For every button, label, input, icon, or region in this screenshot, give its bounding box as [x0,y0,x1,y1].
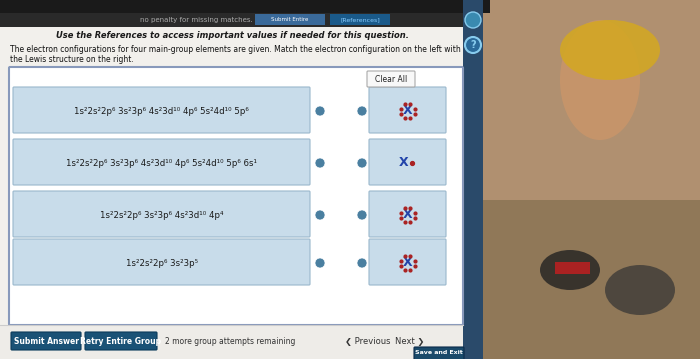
Text: 1s²2s²2p⁶ 3s²3p⁶ 4s²3d¹⁰ 4p⁶ 5s²4d¹⁰ 5p⁶ 6s¹: 1s²2s²2p⁶ 3s²3p⁶ 4s²3d¹⁰ 4p⁶ 5s²4d¹⁰ 5p⁶… [66,159,257,168]
Text: no penalty for missing matches.: no penalty for missing matches. [140,17,253,23]
Circle shape [315,258,325,268]
FancyBboxPatch shape [369,87,446,133]
Bar [0,13,463,27]
Circle shape [315,158,325,168]
FancyBboxPatch shape [11,332,81,350]
FancyBboxPatch shape [13,139,310,185]
Text: Use the References to access important values if needed for this question.: Use the References to access important v… [55,32,408,41]
Text: ?: ? [470,40,476,50]
Ellipse shape [560,20,660,80]
FancyBboxPatch shape [369,239,446,285]
Bar [463,0,483,359]
Text: X: X [399,157,408,169]
Circle shape [357,106,367,116]
Text: X: X [402,256,412,270]
Text: 1s²2s²2p⁶ 3s²3p⁵: 1s²2s²2p⁶ 3s²3p⁵ [125,258,197,267]
FancyBboxPatch shape [85,332,157,350]
Text: 1s²2s²2p⁶ 3s²3p⁶ 4s²3d¹⁰ 4p⁴: 1s²2s²2p⁶ 3s²3p⁶ 4s²3d¹⁰ 4p⁴ [99,210,223,219]
FancyBboxPatch shape [367,71,415,87]
Text: The electron configurations for four main-group elements are given. Match the el: The electron configurations for four mai… [10,46,461,55]
Circle shape [465,37,481,53]
Ellipse shape [560,20,640,140]
Circle shape [357,210,367,220]
Text: X: X [402,209,412,222]
Ellipse shape [540,250,600,290]
Bar [255,14,325,25]
Text: Clear All: Clear All [375,75,407,84]
FancyBboxPatch shape [13,239,310,285]
FancyBboxPatch shape [9,67,463,325]
Text: 2 more group attempts remaining: 2 more group attempts remaining [165,336,295,345]
Circle shape [465,12,481,28]
Text: [References]: [References] [340,17,380,22]
Bar [480,0,700,359]
FancyBboxPatch shape [414,347,464,359]
Circle shape [315,106,325,116]
Circle shape [357,158,367,168]
Bar [0,0,490,13]
FancyBboxPatch shape [13,87,310,133]
Text: Next ❯: Next ❯ [395,336,424,345]
FancyBboxPatch shape [369,139,446,185]
Text: Submit Entire: Submit Entire [272,17,309,22]
Circle shape [357,258,367,268]
Bar [480,200,700,359]
FancyBboxPatch shape [369,191,446,237]
Text: Retry Entire Group: Retry Entire Group [80,336,162,345]
Text: Save and Exit: Save and Exit [415,350,463,355]
Text: 1s²2s²2p⁶ 3s²3p⁶ 4s²3d¹⁰ 4p⁶ 5s²4d¹⁰ 5p⁶: 1s²2s²2p⁶ 3s²3p⁶ 4s²3d¹⁰ 4p⁶ 5s²4d¹⁰ 5p⁶ [74,107,249,116]
Text: the Lewis structure on the right.: the Lewis structure on the right. [10,56,134,65]
Text: Submit Answer: Submit Answer [13,336,78,345]
Bar [0,13,463,359]
Circle shape [315,210,325,220]
Bar [0,325,463,359]
Bar [555,262,590,274]
Text: X: X [402,104,412,117]
FancyBboxPatch shape [13,191,310,237]
Ellipse shape [605,265,675,315]
Bar [330,14,390,25]
Text: ❮ Previous: ❮ Previous [345,336,391,345]
